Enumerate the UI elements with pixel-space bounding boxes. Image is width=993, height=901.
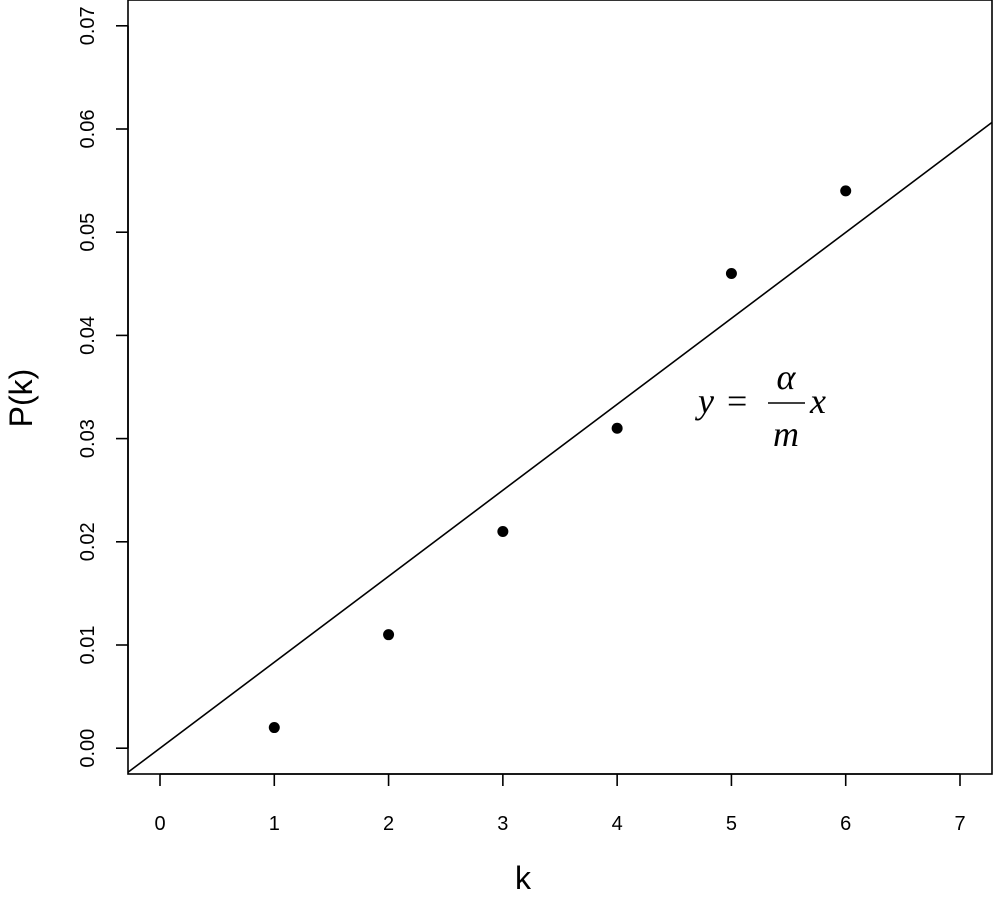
x-tick-label: 4 [612, 813, 623, 835]
y-tick-label: 0.06 [77, 110, 99, 149]
y-axis: 0.00 0.01 0.02 0.03 0.04 0.05 0.06 0.07 [77, 6, 129, 768]
points-group [268, 185, 852, 734]
y-tick-label: 0.05 [77, 213, 99, 252]
data-point [383, 629, 395, 641]
x-tick-label: 0 [154, 813, 165, 835]
x-tick-label: 7 [954, 813, 965, 835]
x-tick-label: 6 [840, 813, 851, 835]
y-tick-label: 0.02 [77, 522, 99, 561]
equation-equals: = [727, 381, 747, 421]
equation-rhs: x [809, 381, 826, 421]
data-point [611, 422, 623, 434]
y-tick-label: 0.01 [77, 626, 99, 665]
plot-frame [127, 0, 993, 775]
x-axis-label: k [515, 860, 532, 896]
y-axis-label: P(k) [3, 369, 39, 428]
fit-line [128, 121, 992, 773]
x-tick-label: 1 [269, 813, 280, 835]
y-tick-label: 0.04 [77, 316, 99, 355]
y-tick-label: 0.00 [77, 729, 99, 768]
y-tick-label: 0.07 [77, 6, 99, 45]
data-point [725, 267, 737, 279]
data-point [497, 525, 509, 537]
equation-lhs: y [695, 381, 714, 421]
fit-equation-annotation: y = α m x [695, 357, 826, 454]
data-point [840, 185, 852, 197]
x-axis: 0 1 2 3 4 5 6 7 [154, 773, 966, 835]
y-tick-label: 0.03 [77, 419, 99, 458]
x-tick-label: 5 [726, 813, 737, 835]
equation-numerator: α [777, 357, 797, 397]
equation-denominator: m [773, 414, 799, 454]
data-point [268, 722, 280, 734]
x-tick-label: 2 [383, 813, 394, 835]
x-tick-label: 3 [497, 813, 508, 835]
fit-line-group [128, 121, 992, 773]
